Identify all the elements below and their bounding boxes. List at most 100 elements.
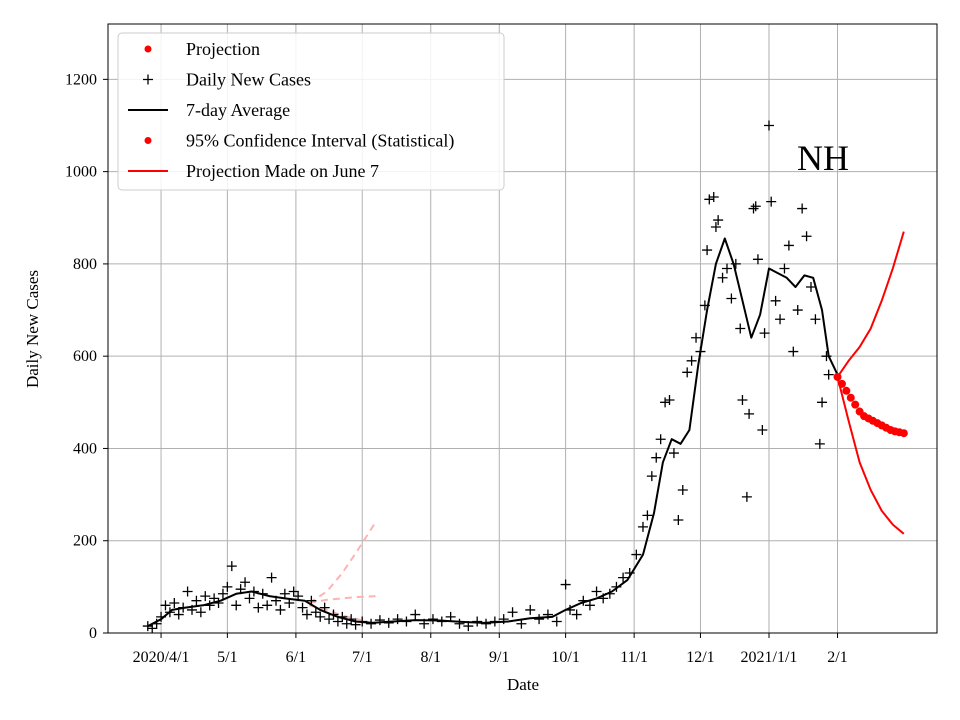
axes-frame [107, 23, 938, 634]
legend-label: Projection [186, 39, 260, 59]
daily-cases-point [710, 222, 721, 232]
daily-cases-point [244, 593, 255, 604]
daily-cases-point [507, 607, 518, 618]
x-tick-label: 2020/4/1 [133, 649, 190, 666]
daily-cases-point [759, 328, 770, 339]
daily-cases-point [691, 332, 702, 343]
daily-cases-point [702, 245, 713, 256]
y-tick-label: 600 [73, 348, 97, 365]
daily-cases-point [823, 369, 834, 380]
daily-cases-point [797, 203, 808, 214]
daily-cases-point [821, 351, 832, 362]
ci-lower-line [836, 376, 905, 535]
daily-cases-point [817, 397, 828, 408]
daily-cases-point [217, 588, 228, 599]
daily-cases-point [571, 609, 582, 620]
daily-cases-point [584, 600, 595, 611]
daily-cases-point [757, 425, 768, 435]
legend-item: Daily New Cases [143, 70, 311, 90]
daily-cases-point [445, 611, 456, 622]
daily-cases-point [664, 395, 675, 406]
daily-cases-point [591, 586, 602, 597]
projection-point [899, 429, 908, 438]
daily-cases-point [713, 215, 724, 226]
x-tick-label: 9/1 [489, 649, 509, 666]
daily-cases-point [721, 263, 732, 274]
plot-area [142, 120, 908, 634]
daily-cases-point [240, 577, 251, 588]
projection-point [851, 400, 860, 409]
x-tick-label: 11/1 [620, 649, 648, 666]
legend-dot-marker [144, 45, 152, 53]
x-axis-label: Date [507, 675, 539, 694]
x-tick-label: 10/1 [551, 649, 579, 666]
ci-upper-line [836, 231, 905, 378]
daily-cases-point [275, 604, 286, 615]
daily-cases-point [735, 323, 746, 334]
daily-cases-point [655, 434, 666, 445]
daily-cases-point [288, 586, 299, 597]
daily-cases-point [673, 514, 684, 525]
daily-cases-point [173, 609, 184, 620]
daily-cases-point [534, 614, 545, 625]
daily-cases-point [682, 367, 693, 378]
y-axis-label: Daily New Cases [23, 270, 42, 388]
y-tick-label: 1000 [65, 164, 97, 181]
daily-cases-point [763, 120, 774, 131]
daily-cases-point [301, 609, 312, 620]
daily-cases-point [297, 602, 308, 613]
daily-cases-point [637, 521, 648, 532]
x-tick-label: 5/1 [217, 649, 237, 666]
daily-cases-point [748, 203, 759, 214]
daily-cases-point [750, 201, 761, 212]
daily-cases-point [195, 607, 206, 618]
daily-cases-point [783, 240, 794, 251]
legend-label: 95% Confidence Interval (Statistical) [186, 131, 454, 152]
legend-item: 95% Confidence Interval (Statistical) [144, 131, 454, 152]
x-tick-label: 2/1 [827, 649, 847, 666]
daily-cases-point [262, 600, 273, 611]
daily-cases-point [788, 346, 799, 357]
daily-cases-point [374, 615, 385, 626]
daily-cases-point [147, 623, 158, 634]
daily-cases-point [560, 579, 571, 590]
daily-cases-point [792, 305, 803, 316]
daily-cases-point [160, 600, 171, 611]
daily-cases-point [646, 471, 657, 482]
daily-cases-point [279, 588, 290, 599]
y-tick-label: 800 [73, 256, 97, 273]
daily-cases-point [717, 272, 728, 283]
y-tick-label: 200 [73, 533, 97, 550]
projection-point [842, 386, 851, 395]
daily-cases-point [191, 595, 202, 606]
y-tick-label: 400 [73, 440, 97, 457]
daily-cases-point [775, 314, 786, 325]
axis-ticks: 2020/4/1 5/1 6/1 7/1 8/1 9/1 10/1 11/1 12/1 2021/… [65, 71, 848, 666]
x-tick-label: 12/1 [686, 649, 714, 666]
daily-cases-point [668, 448, 679, 459]
legend-item: 7-day Average [128, 100, 290, 120]
daily-cases-point [169, 598, 180, 609]
daily-cases-point [454, 618, 465, 629]
daily-cases-point [253, 602, 264, 613]
daily-cases-point [814, 438, 825, 449]
daily-cases-point [752, 254, 763, 265]
daily-cases-point [730, 258, 741, 269]
daily-cases-point [200, 591, 211, 602]
june7-projection-upper-line [308, 521, 377, 604]
legend-item: Projection Made on June 7 [128, 161, 379, 181]
daily-cases-point [708, 192, 719, 203]
legend-item: Projection [144, 39, 260, 59]
daily-cases-point [226, 561, 237, 572]
daily-cases-point [266, 572, 277, 583]
daily-cases-point [805, 281, 816, 292]
daily-cases-point [770, 295, 781, 306]
daily-cases-point [410, 609, 421, 620]
daily-cases-point [310, 607, 321, 618]
daily-cases-point [525, 604, 536, 615]
x-tick-label: 8/1 [421, 649, 441, 666]
y-tick-label: 0 [89, 625, 97, 642]
x-tick-label: 7/1 [352, 649, 372, 666]
daily-cases-point [801, 231, 812, 242]
x-tick-label: 2021/1/1 [741, 649, 798, 666]
